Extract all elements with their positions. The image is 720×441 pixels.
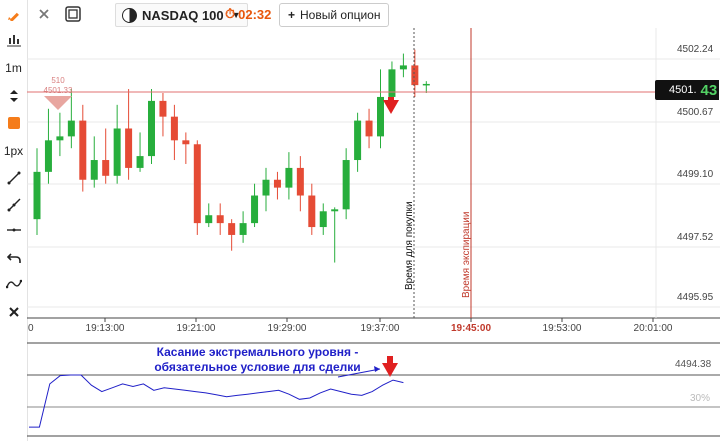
osc-percent-label: 30%	[690, 393, 710, 404]
candle-body	[216, 215, 224, 224]
candle-body	[182, 140, 190, 145]
price-marker-triangle	[44, 96, 72, 110]
timeframe-button[interactable]: 1m	[5, 61, 22, 75]
candle-body	[125, 128, 133, 168]
line-tool-icon[interactable]	[0, 166, 27, 190]
x-tick-label: 19:37:00	[361, 323, 400, 334]
candle-body	[228, 223, 236, 235]
x-tick-label: 19:21:00	[177, 323, 216, 334]
horizontal-line-icon[interactable]	[0, 218, 27, 242]
annotation-pointer	[337, 368, 381, 378]
down-arrow-icon	[383, 100, 399, 114]
ray-tool-icon[interactable]	[0, 193, 27, 217]
candle-body	[388, 69, 396, 97]
candle-body	[285, 167, 293, 188]
candle-body	[113, 128, 121, 176]
candle-body	[331, 209, 339, 212]
annotation-pointer-head	[374, 366, 380, 372]
candle-body	[399, 65, 407, 70]
current-price-small: 4501.	[669, 84, 697, 96]
current-price-big: 43	[700, 81, 718, 99]
layout-icon[interactable]	[65, 3, 81, 25]
candle-body	[239, 223, 247, 235]
candle-body	[308, 195, 316, 228]
annotation-text: Касание экстремального уровня - обязател…	[150, 345, 365, 375]
stopwatch-icon: ⏱	[225, 6, 236, 21]
asset-name: NASDAQ 100	[142, 7, 224, 23]
updown-icon[interactable]	[0, 84, 27, 108]
close-icon[interactable]	[0, 300, 27, 324]
candle-body	[193, 144, 201, 224]
candle-body	[44, 140, 52, 172]
osc-value-label: 4494.38	[675, 359, 712, 370]
candles-icon[interactable]	[0, 28, 27, 52]
buy-time-label: Время для покупки	[404, 201, 415, 290]
candle-body	[205, 215, 213, 224]
candle-body	[342, 160, 350, 210]
marker-bottom-label: 4501.33	[44, 86, 73, 95]
candle-body	[273, 179, 281, 188]
osc-down-arrow-stem	[387, 356, 393, 364]
candle-body	[365, 120, 373, 137]
marker-top-label: 510	[51, 76, 65, 85]
y-tick-label: 4500.67	[677, 107, 714, 118]
close-tab-icon[interactable]	[39, 3, 49, 25]
expiry-label: Время экспирации	[461, 212, 472, 298]
y-tick-label: 4502.24	[677, 44, 714, 55]
orange-square-icon[interactable]	[0, 111, 27, 135]
annotation-line-2: обязательное условие для сделки	[154, 360, 361, 374]
candle-body	[296, 167, 304, 196]
asset-selector[interactable]: NASDAQ 100 ▼	[115, 3, 248, 27]
down-arrow-stem	[388, 97, 394, 101]
candle-body	[422, 83, 430, 86]
x-tick-label: 20:01:00	[634, 323, 673, 334]
candle-body	[319, 211, 327, 228]
new-option-button[interactable]: + Новый опцион	[279, 3, 390, 27]
chevron-down-icon: ▼	[231, 10, 241, 20]
candle-body	[159, 100, 167, 117]
candle-body	[79, 120, 87, 180]
timer-value: 02:32	[238, 6, 272, 22]
x-tick-label: 19:53:00	[543, 323, 582, 334]
osc-down-arrow-icon	[382, 363, 398, 377]
pencil-icon[interactable]	[0, 2, 27, 26]
x-tick-label: 19:13:00	[86, 323, 125, 334]
undo-icon[interactable]	[0, 246, 27, 270]
wave-icon[interactable]	[0, 272, 27, 296]
asset-icon	[122, 7, 137, 23]
candle-body	[33, 171, 41, 220]
candle-body	[411, 65, 419, 86]
annotation-line-1: Касание экстремального уровня -	[156, 345, 359, 359]
candle-body	[354, 120, 362, 161]
candle-body	[67, 120, 75, 137]
x-tick-label: 19:45:00	[451, 323, 491, 334]
candle-body	[102, 160, 110, 176]
candle-body	[251, 195, 259, 224]
oscillator-line	[29, 374, 404, 428]
candle-body	[90, 160, 98, 180]
left-toolbar: 1m 1px	[0, 0, 28, 441]
candle-body	[170, 116, 178, 141]
current-price-tag: 4501. 43	[655, 80, 719, 100]
candle-body	[262, 179, 270, 196]
new-option-label: Новый опцион	[300, 8, 381, 22]
y-tick-label: 4495.95	[677, 292, 714, 303]
y-tick-label: 4499.10	[677, 169, 714, 180]
line-width-button[interactable]: 1px	[3, 144, 24, 158]
y-tick-label: 4497.52	[677, 232, 714, 243]
x-tick-label: 19:29:00	[268, 323, 307, 334]
x-tick-label-fragment: 0	[28, 323, 34, 334]
plus-icon: +	[288, 8, 296, 22]
candle-body	[377, 96, 384, 137]
expiry-timer: ⏱ 02:32	[225, 3, 271, 25]
candle-body	[148, 100, 155, 157]
top-bar: NASDAQ 100 ▼ ⏱ 02:32 + Новый опцион	[27, 0, 720, 28]
candle-body	[136, 156, 144, 168]
candle-body	[56, 136, 64, 141]
